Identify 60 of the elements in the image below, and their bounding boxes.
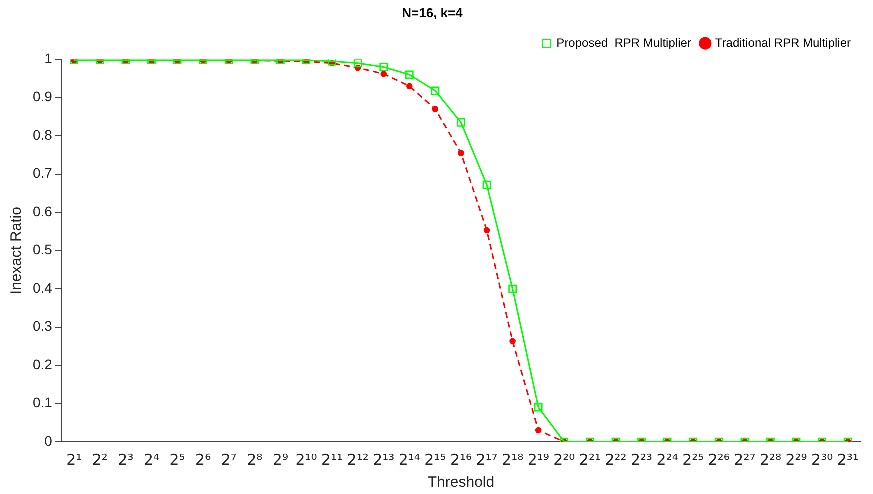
point (380, 63, 388, 72)
y-tick-label: 0.8 (32, 126, 53, 143)
x-tick-label: 2¹³ (373, 450, 395, 469)
x-tick-label: 2¹⁸ (502, 450, 524, 469)
x-tick-label: 2¹¹ (321, 450, 344, 469)
point (458, 150, 464, 156)
x-tick-label: 2²² (605, 450, 627, 469)
legend-label: Traditional RPR Multiplier (715, 36, 852, 50)
y-axis-title: Inexact Ratio (8, 207, 26, 295)
x-tick-label: 2⁶ (196, 450, 212, 469)
x-tick-label: 2²⁰ (554, 450, 576, 469)
x-tick-label: 2²⁵ (682, 450, 704, 469)
x-tick-label: 2¹² (347, 450, 369, 469)
x-tick-label: 2³ (118, 450, 134, 469)
y-tick-label: 0.5 (32, 242, 53, 258)
x-axis-title: Threshold (428, 474, 495, 492)
chart-title: N=16, k=4 (402, 5, 464, 20)
point (354, 60, 362, 68)
point (380, 70, 388, 78)
x-tick-label: 2² (92, 450, 108, 469)
point (482, 180, 492, 190)
x-tick-label: 2¹⁶ (450, 450, 472, 469)
x-tick-label: 2²⁹ (786, 450, 808, 469)
y-tick-label: 0.6 (32, 203, 53, 220)
y-tick-label: 1 (44, 50, 53, 66)
x-tick-label: 2¹⁵ (424, 450, 446, 469)
x-tick-label: 2¹⁷ (476, 450, 498, 469)
y-tick-label: 0.9 (32, 88, 53, 105)
legend-label: Proposed RPR Multiplier (556, 36, 692, 50)
x-tick-label: 2⁴ (144, 450, 160, 469)
y-tick-label: 0.3 (32, 318, 53, 334)
x-tick-label: 2⁸ (247, 450, 263, 469)
y-tick-label: 0 (44, 432, 53, 449)
point (432, 106, 439, 112)
point (431, 86, 440, 96)
x-tick-label: 2³¹ (837, 450, 859, 469)
x-tick-label: 2²⁶ (708, 450, 730, 469)
x-tick-label: 2⁵ (170, 450, 186, 469)
x-tick-label: 2²¹ (579, 450, 601, 469)
y-tick-label: 0.7 (32, 165, 53, 182)
x-tick-label: 2¹⁹ (528, 450, 550, 469)
point (510, 338, 516, 345)
point (406, 83, 413, 90)
x-tick-label: 2²⁴ (656, 450, 678, 469)
x-tick-label: 2²⁸ (760, 450, 782, 469)
y-tick-label: 0.1 (32, 394, 53, 411)
y-tick-label: 0.4 (32, 280, 53, 296)
y-tick-label: 0.2 (32, 356, 53, 372)
x-tick-label: 2⁷ (221, 450, 237, 469)
x-tick-label: 2¹ (66, 450, 82, 469)
point (484, 227, 490, 234)
x-tick-label: 2¹⁰ (296, 450, 318, 469)
x-tick-label: 2³⁰ (812, 450, 834, 469)
point (405, 70, 414, 80)
x-tick-label: 2⁹ (272, 450, 288, 469)
x-tick-label: 2²⁷ (734, 450, 756, 469)
x-tick-label: 2²³ (630, 450, 653, 469)
point (508, 284, 517, 294)
x-tick-label: 2¹⁴ (398, 450, 420, 469)
point (457, 118, 466, 127)
